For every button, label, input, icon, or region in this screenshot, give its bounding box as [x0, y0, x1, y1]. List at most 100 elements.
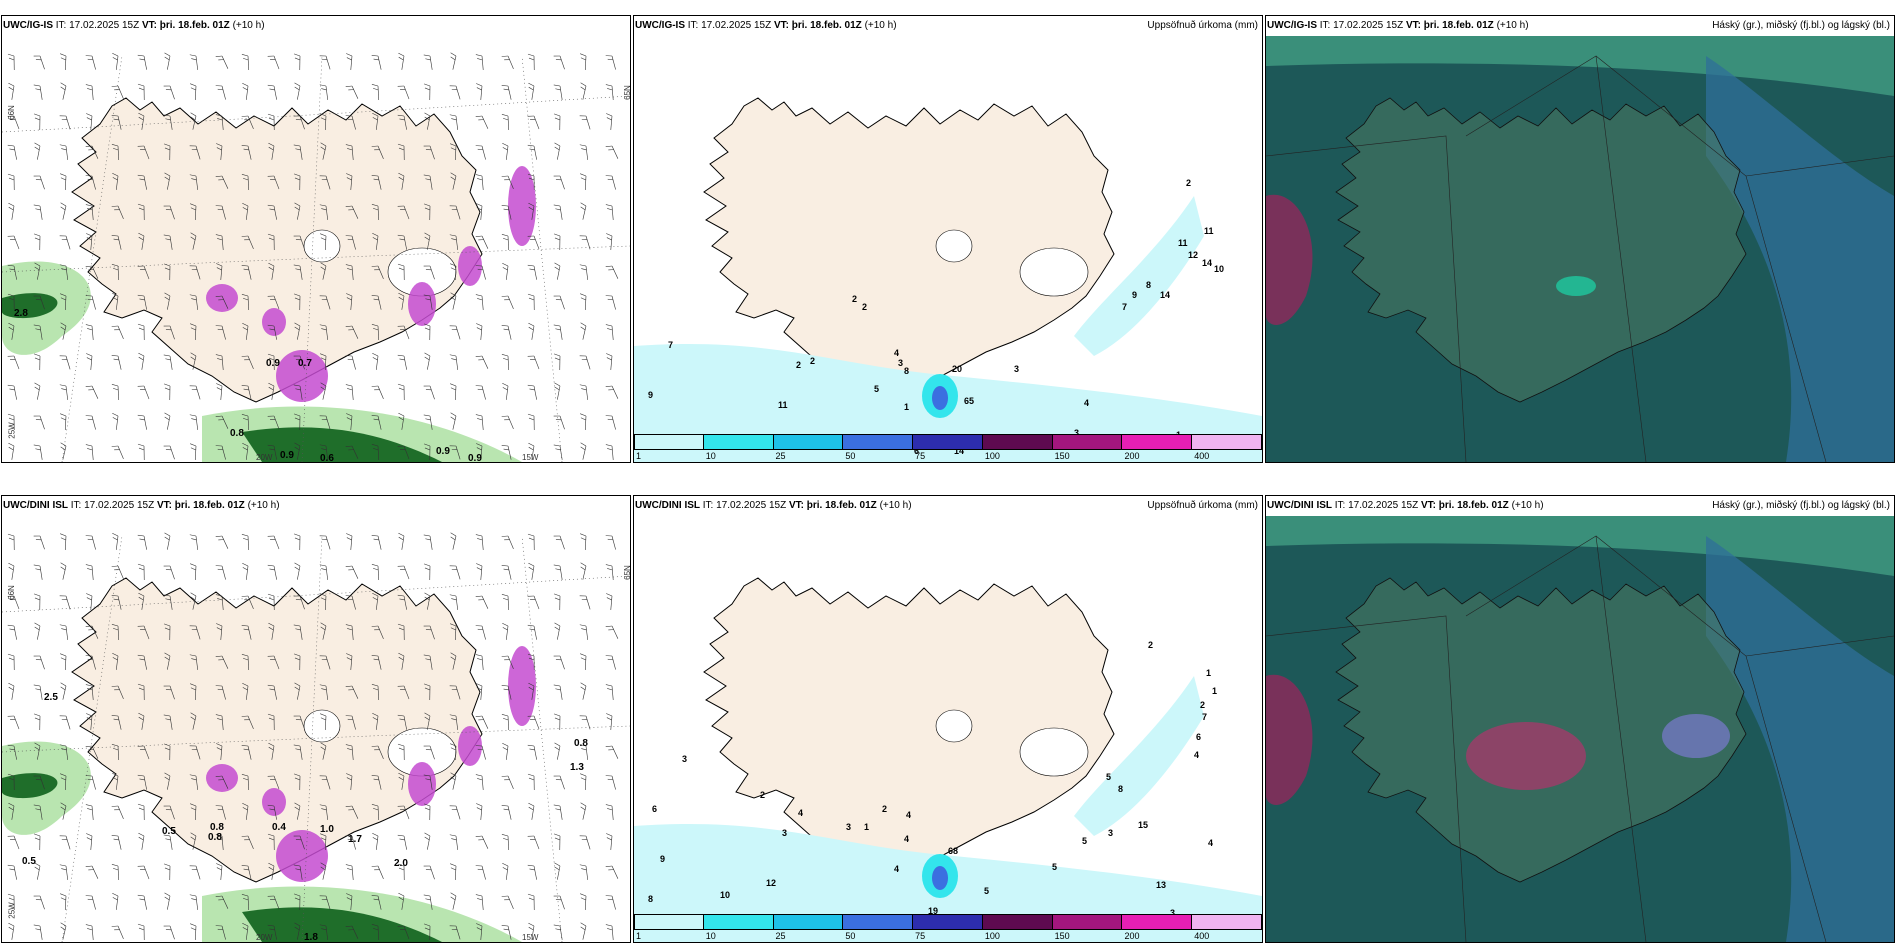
- contour-label: 3: [782, 828, 787, 838]
- glacier: [935, 709, 973, 743]
- wind-barb: [7, 144, 17, 160]
- wind-barb: [85, 55, 96, 70]
- contour-label: 4: [1194, 750, 1199, 760]
- wind-barb: [293, 235, 305, 250]
- contour-label: 14: [1160, 290, 1170, 300]
- wind-barb: [398, 172, 405, 190]
- wind-barb: [86, 113, 93, 130]
- wind-barb: [501, 775, 514, 790]
- wind-barb: [580, 773, 587, 790]
- cloud-map: [1266, 516, 1894, 942]
- wind-barb: [7, 384, 17, 400]
- wind-barb: [59, 864, 69, 880]
- wind-barb: [33, 113, 41, 131]
- wind-barb: [371, 295, 382, 310]
- colorbar: 1 10 25 50 75 100 150 200 400: [634, 434, 1262, 462]
- colorbar-tick: 100: [984, 451, 1000, 461]
- wind-barb: [293, 835, 305, 850]
- wind-barb: [397, 685, 410, 700]
- wind-barb: [346, 533, 353, 550]
- wind-barb: [475, 865, 486, 880]
- wind-barb: [163, 863, 171, 881]
- wind-barb: [268, 862, 275, 880]
- wind-barb: [398, 52, 405, 70]
- wind-barb: [397, 383, 405, 401]
- wind-barb: [528, 82, 535, 100]
- colorbar: 1 10 25 50 75 100 150 200 400: [634, 914, 1262, 942]
- wind-barb: [553, 175, 565, 190]
- cloud-area: [1706, 56, 1894, 462]
- wind-barb: [267, 84, 277, 100]
- wind-barb: [8, 202, 15, 220]
- wind-barb: [501, 714, 510, 730]
- wind-barb: [267, 833, 275, 851]
- wind-barb: [553, 684, 563, 700]
- wind-barb: [86, 233, 93, 250]
- wind-barb: [7, 115, 20, 130]
- wind-barb: [371, 84, 380, 100]
- wind-barb: [33, 535, 45, 550]
- wind-barb: [34, 742, 41, 760]
- panel-precip-bottom: UWC/DINI ISL IT: 17.02.2025 15Z VT: þri.…: [633, 495, 1263, 943]
- wind-barb: [111, 144, 120, 160]
- wind-barb: [33, 353, 41, 371]
- wind-barb: [450, 652, 457, 670]
- wind-barb: [164, 172, 171, 190]
- wind-barb: [293, 864, 303, 880]
- wind-barb: [346, 413, 353, 430]
- contour-label: 8: [1118, 784, 1123, 794]
- wind-barb: [501, 175, 514, 190]
- wind-barb: [450, 892, 457, 910]
- grid-line: [1266, 615, 1467, 942]
- wind-barb: [137, 323, 145, 341]
- wind-barb: [449, 234, 459, 250]
- wind-barb: [320, 742, 327, 760]
- wind-barb: [294, 322, 301, 340]
- wind-barb: [346, 173, 353, 190]
- wind-barb: [7, 864, 17, 880]
- iceland-outline: [1335, 97, 1747, 403]
- wind-barb: [319, 324, 329, 340]
- wind-barb: [137, 803, 145, 821]
- lat-label-65: 65N: [622, 85, 631, 100]
- wind-barb: [163, 594, 173, 610]
- wind-barb: [527, 384, 537, 400]
- wind-barb: [216, 623, 223, 640]
- wind-barb: [345, 355, 356, 370]
- wind-barb: [85, 265, 99, 279]
- wind-barb: [241, 745, 252, 760]
- wind-barb: [527, 595, 540, 610]
- wind-barb: [397, 143, 405, 161]
- wind-barb: [424, 712, 431, 730]
- wind-barb: [371, 895, 382, 910]
- wind-barb: [553, 444, 563, 460]
- wind-barb: [163, 445, 175, 460]
- wind-barb: [163, 805, 175, 820]
- wind-barb: [241, 385, 252, 400]
- wind-barb: [580, 562, 587, 580]
- wind-barb: [527, 864, 537, 880]
- wind-barb: [528, 922, 535, 940]
- wind-barb: [320, 113, 327, 130]
- wind-barb: [33, 804, 43, 820]
- wind-barb: [8, 802, 15, 820]
- wind-barb: [59, 235, 71, 250]
- wind-barb: [320, 862, 327, 880]
- wind-barb: [345, 144, 354, 160]
- wind-barb: [267, 415, 280, 430]
- wind-barb: [85, 924, 94, 940]
- wind-barb: [476, 683, 483, 700]
- wind-barb: [60, 82, 67, 100]
- wind-barb: [137, 774, 147, 790]
- wind-barb: [137, 683, 145, 701]
- contour-label: 11: [778, 400, 788, 410]
- lat-label-66: 66N: [6, 105, 16, 120]
- wind-barb: [605, 745, 619, 759]
- wind-barb: [8, 922, 15, 940]
- wind-barb: [580, 533, 587, 550]
- wind-barb: [501, 895, 514, 910]
- wind-barb: [345, 595, 356, 610]
- wind-barb: [215, 834, 224, 850]
- wind-barb: [268, 742, 275, 760]
- wind-barb: [111, 205, 124, 220]
